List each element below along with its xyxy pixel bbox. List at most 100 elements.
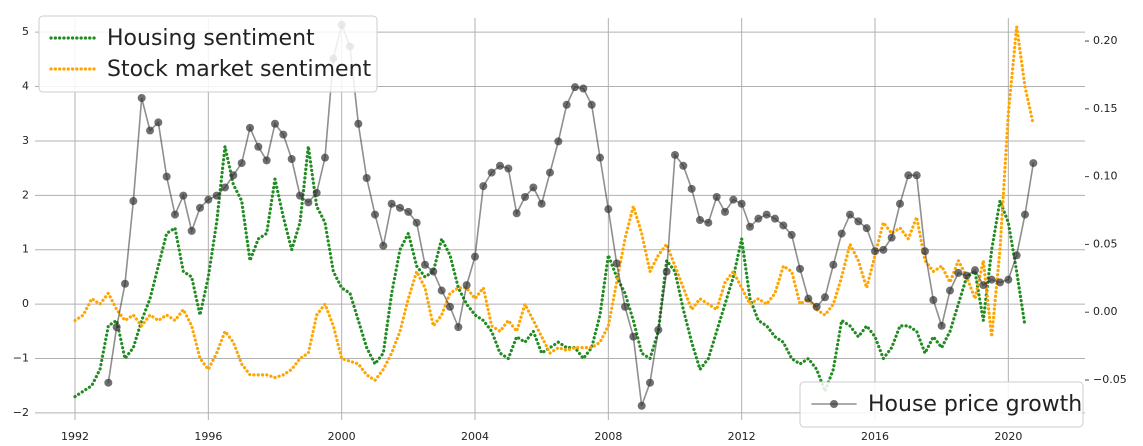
point — [271, 119, 279, 128]
point — [537, 199, 546, 208]
legend-label: Stock market sentiment — [107, 57, 372, 82]
point — [221, 183, 229, 192]
point — [479, 182, 488, 191]
point — [712, 192, 721, 201]
point — [796, 264, 804, 273]
x-tick-label: 2000 — [328, 430, 356, 443]
point — [954, 268, 963, 277]
x-tick-label: 2012 — [728, 430, 756, 443]
point — [562, 100, 571, 109]
point — [771, 214, 779, 223]
point — [237, 159, 246, 168]
point — [604, 205, 613, 214]
point — [904, 171, 913, 180]
x-tick-label: 2020 — [994, 430, 1022, 443]
point — [571, 83, 579, 92]
point — [521, 192, 529, 201]
legend-label: House price growth — [868, 392, 1082, 417]
point — [896, 199, 904, 208]
point — [1029, 159, 1038, 168]
point — [379, 241, 388, 250]
point — [987, 275, 996, 284]
point — [437, 286, 446, 295]
y-tick-label: 2 — [22, 188, 29, 201]
point — [829, 260, 838, 269]
point — [229, 171, 238, 180]
point — [962, 271, 971, 280]
point — [554, 137, 563, 146]
point — [754, 214, 763, 223]
point — [862, 224, 871, 233]
point — [579, 84, 588, 93]
point — [529, 183, 538, 192]
point — [854, 217, 863, 226]
point — [196, 203, 204, 212]
point — [879, 245, 888, 254]
grid: 1992 1996 2000 2004 2008 2012 2016 2020 −2 −1 0 1 2 3… — [13, 18, 1127, 443]
legends: Housing sentiment Stock market sentiment H… — [38, 15, 1084, 428]
legend-box — [799, 381, 1084, 428]
point — [246, 123, 254, 132]
point — [387, 199, 396, 208]
point — [262, 156, 271, 165]
x-tick-label: 2004 — [461, 430, 489, 443]
point — [762, 210, 771, 219]
point — [946, 286, 954, 295]
point — [596, 153, 604, 162]
series-line — [107, 22, 1035, 407]
point — [371, 210, 379, 219]
point — [162, 172, 171, 181]
point — [504, 164, 513, 173]
point — [621, 302, 629, 311]
y2-tick-label: 0.20 — [1093, 34, 1118, 47]
point — [704, 218, 713, 227]
point — [921, 247, 929, 256]
point — [212, 191, 221, 200]
point — [254, 142, 263, 151]
point — [779, 221, 788, 230]
point — [121, 279, 129, 288]
point — [1004, 275, 1013, 284]
y-tick-label: 4 — [22, 80, 29, 93]
point — [179, 191, 188, 200]
x-tick-label: 2016 — [861, 430, 889, 443]
y-tick-label: −2 — [13, 406, 29, 419]
y2-tick-label: −0.05 — [1093, 373, 1127, 386]
point — [462, 281, 471, 290]
point — [187, 226, 196, 235]
point — [204, 195, 213, 204]
point — [646, 378, 654, 387]
y2-tick-label: 0.00 — [1093, 305, 1118, 318]
x-tick-label: 1992 — [61, 430, 89, 443]
point — [837, 229, 846, 238]
point — [929, 296, 938, 305]
point — [612, 259, 621, 268]
y-tick-label: 1 — [22, 243, 29, 256]
point — [737, 199, 746, 208]
point — [279, 130, 288, 139]
point — [587, 100, 596, 109]
point — [821, 293, 829, 302]
point — [637, 401, 646, 410]
point — [787, 230, 796, 239]
point — [662, 267, 671, 276]
point — [687, 184, 696, 193]
point — [971, 266, 979, 275]
point — [296, 191, 304, 200]
point — [746, 222, 754, 231]
y2-tick-label: 0.10 — [1093, 170, 1118, 183]
y2-tick-label: 0.15 — [1093, 102, 1118, 115]
legend-marker — [830, 400, 838, 408]
x-tick-label: 2008 — [594, 430, 622, 443]
series-line — [73, 146, 1027, 399]
point — [729, 195, 738, 204]
point — [654, 325, 663, 334]
point — [396, 203, 404, 212]
point — [871, 247, 879, 256]
y-tick-label: −1 — [13, 352, 29, 365]
point — [146, 126, 154, 135]
y2-tick-label: 0.05 — [1093, 237, 1118, 250]
point — [496, 161, 504, 170]
point — [171, 210, 179, 219]
